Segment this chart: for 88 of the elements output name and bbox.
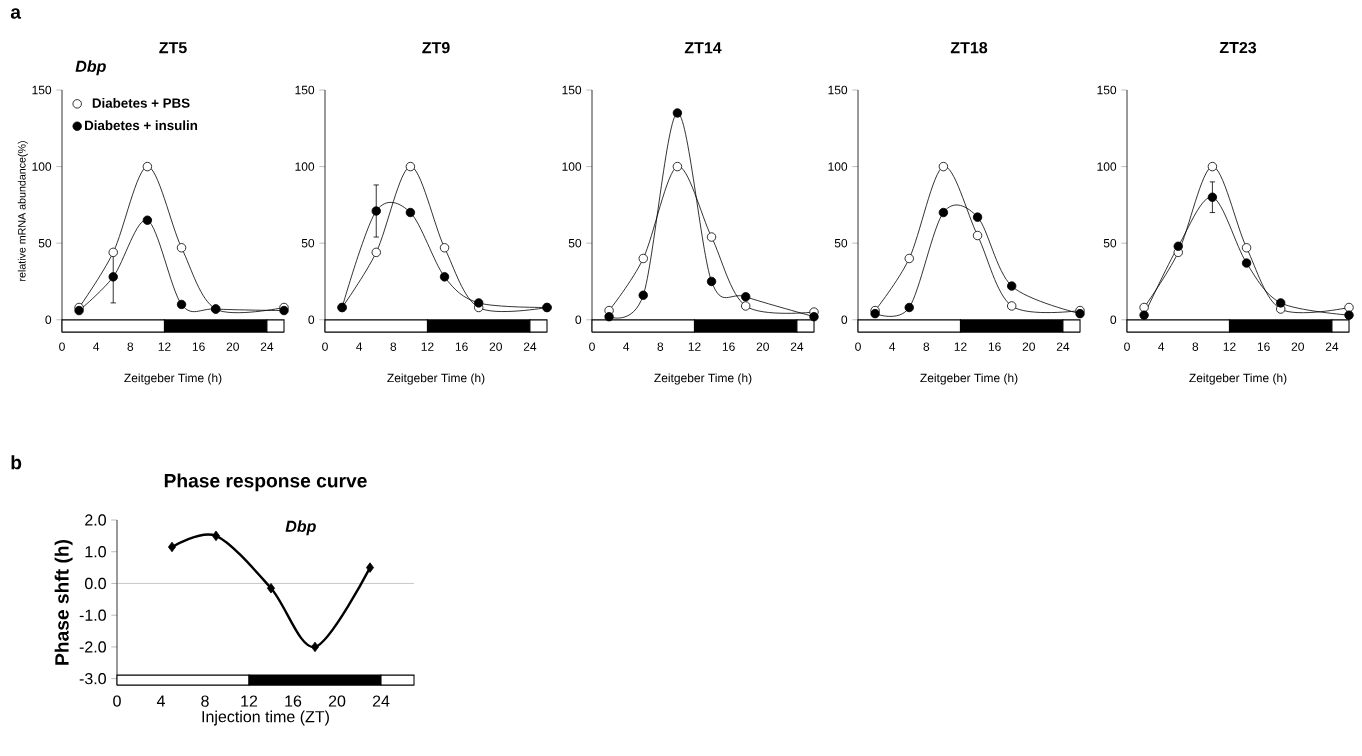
- y-tick-label: 100: [828, 162, 848, 171]
- x-tick-label: 4: [356, 342, 363, 351]
- x-tick-label: 0: [1124, 342, 1130, 351]
- x-tick-label: 20: [1022, 342, 1035, 351]
- chart-title: ZT5: [159, 42, 187, 54]
- x-tick-label: 8: [657, 342, 664, 351]
- y-tick-label: 2.0: [85, 514, 106, 526]
- x-axis-title: Zeitgeber Time (h): [1189, 373, 1287, 385]
- x-tick-label: 12: [954, 342, 967, 351]
- x-tick-label: 24: [790, 342, 804, 351]
- x-axis-title: Zeitgeber Time (h): [920, 373, 1018, 385]
- x-axis-title: Zeitgeber Time (h): [387, 373, 485, 385]
- x-tick-label: 24: [1325, 342, 1339, 351]
- y-tick-label: 0: [1110, 315, 1117, 325]
- x-tick-label: 20: [328, 695, 346, 707]
- x-tick-label: 20: [756, 342, 769, 351]
- x-tick-label: 8: [1192, 342, 1199, 351]
- annotation: Dbp: [285, 520, 316, 536]
- y-tick-label: -3.0: [79, 673, 106, 685]
- y-tick-label: 1.0: [85, 546, 106, 558]
- y-tick-label: 0: [45, 315, 52, 325]
- x-tick-label: 12: [241, 695, 258, 707]
- y-tick-label: 0: [575, 315, 582, 325]
- y-tick-label: 100: [295, 162, 315, 171]
- x-tick-label: 20: [489, 342, 502, 351]
- y-tick-label: 100: [1097, 162, 1117, 171]
- x-tick-label: 8: [127, 342, 134, 351]
- y-tick-label: 100: [562, 162, 582, 171]
- x-tick-label: 16: [192, 342, 205, 351]
- x-tick-label: 12: [421, 342, 434, 351]
- x-tick-label: 4: [623, 342, 630, 351]
- y-tick-label: 150: [295, 85, 315, 95]
- x-tick-label: 16: [1257, 342, 1270, 351]
- x-tick-label: 16: [722, 342, 735, 351]
- x-tick-label: 0: [113, 695, 121, 707]
- chart-title: ZT9: [422, 41, 450, 54]
- x-tick-label: 4: [93, 342, 100, 351]
- x-tick-label: 24: [523, 342, 537, 351]
- y-tick-label: 0.0: [84, 577, 106, 590]
- x-axis-title: Injection time (ZT): [202, 710, 329, 726]
- chart-title: ZT14: [684, 42, 722, 54]
- x-tick-label: 12: [688, 342, 701, 351]
- x-tick-label: 12: [1223, 342, 1236, 351]
- x-tick-label: 24: [1056, 342, 1070, 351]
- text: b: [11, 455, 22, 470]
- y-tick-label: 50: [38, 238, 52, 248]
- x-tick-label: 8: [390, 342, 397, 351]
- text: Dbp: [75, 60, 106, 76]
- x-tick-label: 16: [988, 342, 1001, 351]
- x-tick-label: 24: [372, 695, 390, 707]
- y-tick-label: 50: [1103, 238, 1117, 248]
- x-tick-label: 12: [158, 342, 171, 351]
- y-axis-title: Phase shft (h): [54, 540, 73, 665]
- text: a: [10, 8, 22, 19]
- x-tick-label: 20: [1291, 342, 1304, 351]
- y-tick-label: 0: [308, 315, 315, 325]
- y-tick-label: 150: [828, 85, 848, 95]
- chart-title: ZT18: [950, 41, 988, 54]
- y-tick-label: -2.0: [79, 641, 106, 653]
- x-tick-label: 4: [1158, 342, 1165, 351]
- y-tick-label: 150: [1097, 85, 1117, 95]
- x-tick-label: 24: [260, 342, 274, 351]
- x-tick-label: 8: [201, 695, 209, 707]
- x-axis-title: Zeitgeber Time (h): [124, 373, 222, 385]
- x-tick-label: 0: [855, 342, 861, 351]
- y-tick-label: 150: [32, 85, 52, 95]
- legend-label: Diabetes + PBS: [92, 98, 190, 108]
- x-tick-label: 0: [322, 342, 328, 351]
- y-tick-label: 50: [568, 238, 582, 248]
- x-tick-label: 8: [923, 342, 930, 351]
- y-tick-label: 0: [841, 315, 848, 325]
- chart-title: ZT23: [1219, 41, 1257, 54]
- x-axis-title: Zeitgeber Time (h): [654, 373, 752, 385]
- y-tick-label: 100: [32, 162, 52, 171]
- x-tick-label: 4: [889, 342, 896, 351]
- y-tick-label: 50: [834, 238, 848, 248]
- x-tick-label: 16: [455, 342, 468, 351]
- y-tick-label: -1.0: [79, 609, 106, 621]
- y-tick-label: 150: [562, 85, 582, 95]
- x-tick-label: 4: [156, 695, 165, 707]
- x-tick-label: 16: [285, 695, 302, 707]
- y-axis-title: relative mRNA abundance(%): [17, 141, 28, 281]
- x-tick-label: 0: [589, 342, 595, 351]
- chart-title: Phase response curve: [164, 473, 367, 492]
- x-tick-label: 0: [59, 342, 65, 351]
- x-tick-label: 20: [226, 342, 239, 351]
- legend-label: Diabetes + insulin: [85, 120, 198, 131]
- y-tick-label: 50: [301, 238, 315, 248]
